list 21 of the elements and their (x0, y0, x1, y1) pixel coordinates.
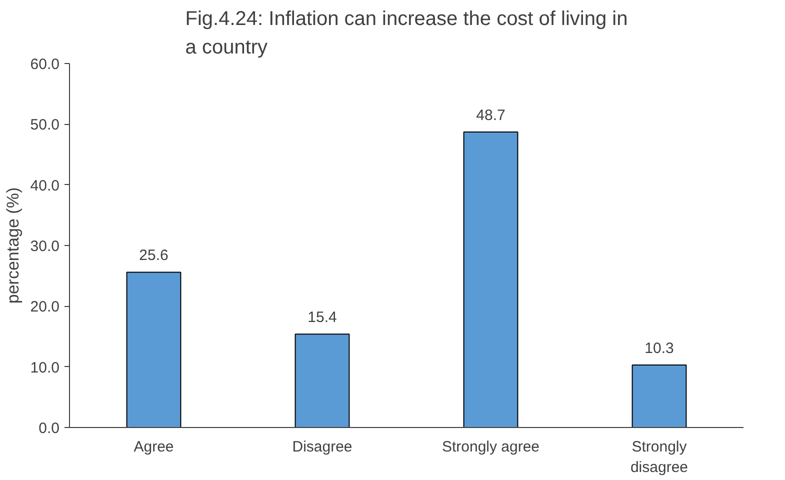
x-tick-label: Strongly agree (442, 438, 540, 456)
data-label: 15.4 (308, 309, 337, 326)
chart-title: Fig.4.24: Inflation can increase the cost of living in a country (185, 8, 628, 58)
bar (632, 364, 687, 428)
bar (463, 132, 518, 428)
data-label: 25.6 (139, 247, 168, 264)
y-tick-label: 0.0 (38, 420, 60, 437)
y-tick-label: 20.0 (30, 298, 60, 316)
data-label: 48.7 (476, 107, 506, 124)
x-tick-label: Agree (134, 438, 174, 456)
y-tick-label: 30.0 (30, 238, 60, 255)
x-tick-label: Strongly disagree (630, 438, 688, 476)
bar (294, 334, 350, 428)
y-tick-label: 40.0 (30, 177, 60, 194)
x-tick-label: Disagree (292, 438, 352, 456)
y-tick-label: 50.0 (30, 116, 60, 134)
y-tick-label: 10.0 (30, 359, 60, 376)
bar (126, 272, 182, 428)
y-tick-label: 60.0 (30, 56, 60, 73)
y-axis-title: percentage (%) (3, 187, 22, 304)
data-label: 10.3 (644, 340, 674, 358)
